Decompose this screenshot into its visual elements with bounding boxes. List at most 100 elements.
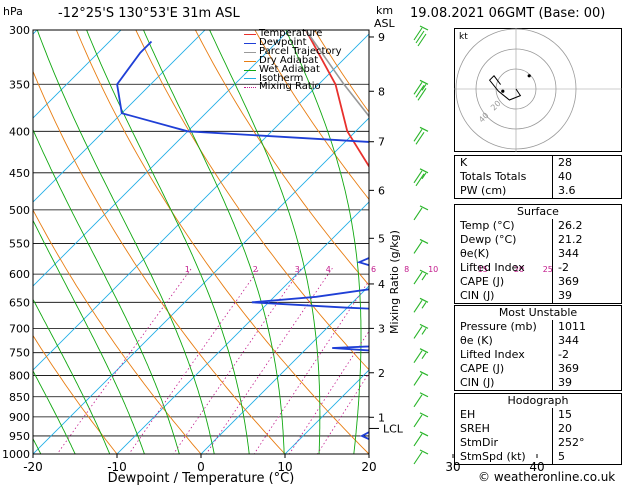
table-value: 344 bbox=[552, 247, 622, 261]
table-label: K bbox=[454, 155, 553, 170]
wind-barb bbox=[413, 323, 429, 339]
profiles bbox=[116, 30, 369, 441]
wind-barb bbox=[413, 205, 429, 221]
legend-swatch bbox=[244, 42, 256, 44]
pressure-label: 850 bbox=[9, 391, 30, 404]
pressure-label: 600 bbox=[9, 268, 30, 281]
wet-adiabat-line bbox=[209, 30, 321, 454]
pressure-label: 900 bbox=[9, 411, 30, 424]
legend-item: Temperature bbox=[244, 29, 342, 39]
wet-adiabat-line bbox=[285, 30, 362, 454]
location-title: -12°25'S 130°53'E 31m ASL bbox=[58, 6, 240, 21]
table-row: Pressure (mb) 1011 bbox=[454, 320, 622, 334]
table-label: EH bbox=[454, 408, 553, 422]
dry-adiabat-line bbox=[135, 30, 369, 371]
table-row: Lifted Index -2 bbox=[454, 261, 622, 275]
table-value: 5 bbox=[552, 450, 622, 465]
mixing-ratio-line bbox=[205, 267, 333, 454]
dry-adiabat-line bbox=[75, 30, 369, 454]
km-tick-label: 9 bbox=[378, 31, 385, 44]
table-row: StmSpd (kt) 5 bbox=[454, 450, 622, 465]
legend-item: Isotherm bbox=[244, 73, 342, 84]
x-axis-label: Dewpoint / Temperature (°C) bbox=[108, 471, 295, 486]
pressure-label: 700 bbox=[9, 322, 30, 335]
table-label: CIN (J) bbox=[454, 376, 553, 391]
wet-adiabat-line bbox=[33, 370, 76, 454]
table-label: Lifted Index bbox=[454, 348, 553, 362]
pressure-label: 800 bbox=[9, 369, 30, 382]
mixing-ratio-label: 10 bbox=[428, 265, 438, 274]
table-row: θe (K) 344 bbox=[454, 334, 622, 348]
wet-adiabat-line bbox=[86, 30, 250, 454]
table-value: 369 bbox=[552, 362, 622, 376]
table-row: CIN (J) 39 bbox=[454, 376, 622, 391]
table-label: Lifted Index bbox=[454, 261, 553, 275]
mixing-ratio-label: 1 bbox=[185, 265, 190, 274]
dry-adiabat-line bbox=[33, 334, 118, 454]
isotherm-line bbox=[200, 285, 369, 454]
table-heading: Hodograph bbox=[454, 393, 622, 408]
legend-swatch bbox=[244, 33, 256, 35]
mixing-ratio-line bbox=[128, 267, 260, 454]
table-row: SREH 20 bbox=[454, 422, 622, 436]
wind-barb bbox=[413, 412, 429, 428]
pressure-label: 450 bbox=[9, 167, 30, 180]
dry-adiabat-line bbox=[33, 70, 286, 454]
legend-swatch bbox=[244, 69, 256, 71]
wind-barb bbox=[413, 431, 429, 447]
mixing-ratio-label: 4 bbox=[326, 265, 331, 274]
x-tick-label: 10 bbox=[277, 460, 292, 474]
legend-item: Parcel Trajectory bbox=[244, 46, 342, 57]
pressure-label: 1000 bbox=[2, 448, 30, 461]
km-tick-label: 6 bbox=[378, 184, 385, 197]
pressure-label: 400 bbox=[9, 125, 30, 138]
table-row: CIN (J) 39 bbox=[454, 289, 622, 304]
table-row: Lifted Index -2 bbox=[454, 348, 622, 362]
x-tick-label: -20 bbox=[23, 460, 43, 474]
table-label: Totals Totals bbox=[454, 170, 553, 184]
legend-label: Wet Adiabat bbox=[259, 63, 320, 75]
table-heading: Surface bbox=[454, 204, 622, 219]
pressure-label: 950 bbox=[9, 430, 30, 443]
km-label: km bbox=[376, 4, 394, 17]
table-label: Temp (°C) bbox=[454, 219, 553, 233]
isotherm-line bbox=[116, 201, 369, 454]
pressure-label: 500 bbox=[9, 204, 30, 217]
table-label: θe(K) bbox=[454, 247, 553, 261]
table-value: -2 bbox=[552, 348, 622, 362]
wind-barb bbox=[413, 238, 429, 254]
km-tick-label: 1 bbox=[378, 411, 385, 424]
legend-item: Wet Adiabat bbox=[244, 63, 342, 75]
table-label: SREH bbox=[454, 422, 553, 436]
mixing-ratio-label: 3 bbox=[295, 265, 300, 274]
wind-barb bbox=[413, 126, 429, 145]
wet-adiabat-line bbox=[33, 298, 111, 454]
isotherm-line bbox=[33, 30, 206, 203]
table-label: StmDir bbox=[454, 436, 553, 450]
dry-adiabat-line bbox=[194, 30, 369, 286]
table-label: CAPE (J) bbox=[454, 275, 553, 289]
wet-adiabat-line bbox=[33, 219, 145, 454]
indices-table: K 28 Totals Totals 40 PW (cm) 3.6 bbox=[454, 155, 622, 199]
table-value: 369 bbox=[552, 275, 622, 289]
table-value: 26.2 bbox=[552, 219, 622, 233]
table-value: 3.6 bbox=[552, 184, 622, 199]
table-row: CAPE (J) 369 bbox=[454, 275, 622, 289]
table-value: -2 bbox=[552, 261, 622, 275]
legend-item: Dry Adiabat bbox=[244, 55, 342, 66]
table-value: 39 bbox=[552, 289, 622, 304]
legend-swatch bbox=[244, 87, 256, 89]
km-tick-label: 4 bbox=[378, 278, 385, 291]
table-label: Dewp (°C) bbox=[454, 233, 553, 247]
table-row: K 28 bbox=[454, 155, 622, 170]
table-row: Temp (°C) 26.2 bbox=[454, 219, 622, 233]
pressure-label: 550 bbox=[9, 237, 30, 250]
isotherm-line bbox=[33, 117, 369, 454]
pressure-label: 300 bbox=[9, 24, 30, 37]
x-tick-label: 20 bbox=[361, 460, 376, 474]
table-value: 20 bbox=[552, 422, 622, 436]
wet-adiabat-line bbox=[33, 128, 180, 454]
hodograph-marker bbox=[527, 74, 531, 78]
